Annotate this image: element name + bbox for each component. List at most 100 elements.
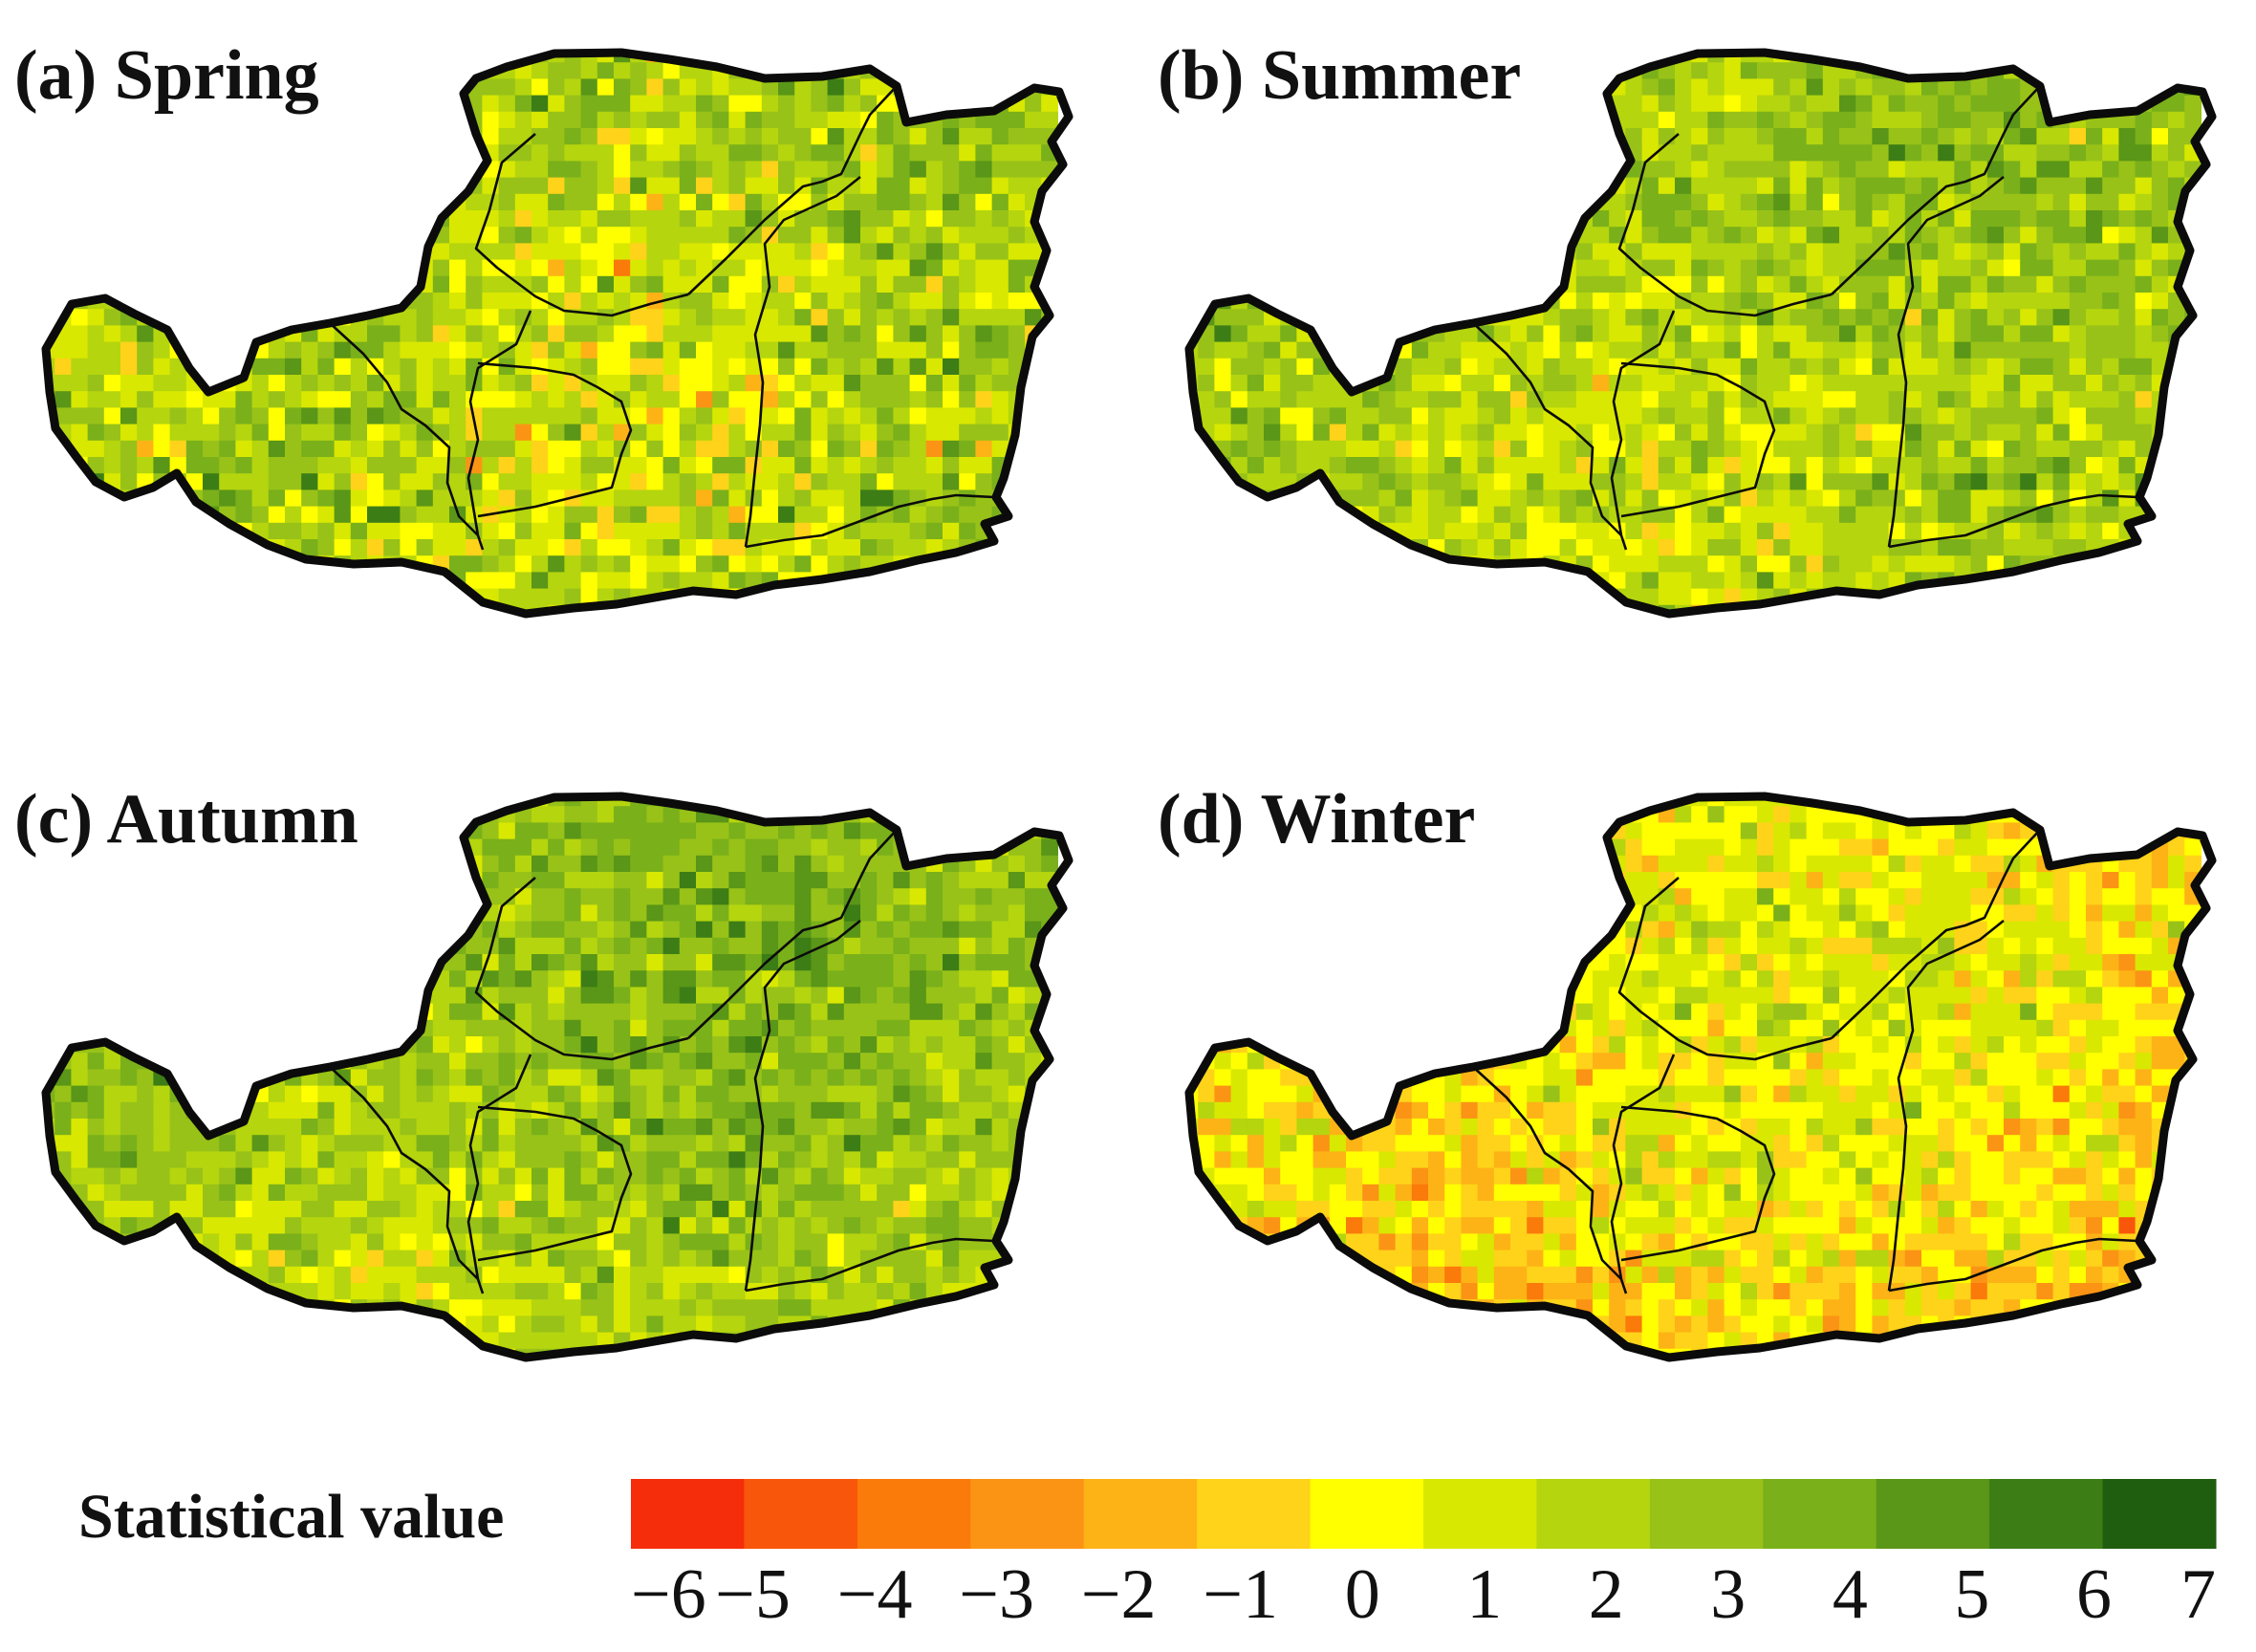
grid-cell xyxy=(432,95,450,113)
grid-cell xyxy=(400,341,418,359)
grid-cell xyxy=(1346,424,1363,442)
grid-cell xyxy=(2086,193,2103,211)
grid-cell xyxy=(548,325,565,343)
grid-cell xyxy=(548,62,565,79)
grid-cell xyxy=(46,954,55,971)
grid-cell xyxy=(1543,489,1561,508)
grid-cell xyxy=(564,440,582,458)
grid-cell xyxy=(334,341,352,359)
grid-cell xyxy=(761,904,779,923)
grid-cell xyxy=(943,341,960,359)
grid-cell xyxy=(1970,259,1988,277)
grid-cell xyxy=(317,53,336,63)
grid-cell xyxy=(1757,259,1774,277)
grid-cell xyxy=(794,539,812,556)
grid-cell xyxy=(1189,572,1199,590)
grid-cell xyxy=(54,555,72,573)
grid-cell xyxy=(1707,391,1725,408)
grid-cell xyxy=(482,555,500,573)
grid-cell xyxy=(103,904,121,923)
grid-cell xyxy=(860,440,878,458)
grid-cell xyxy=(1312,210,1331,228)
grid-cell xyxy=(1493,227,1511,244)
grid-cell xyxy=(2118,358,2137,376)
grid-cell xyxy=(1691,144,1708,162)
grid-cell xyxy=(696,855,713,873)
grid-cell xyxy=(745,838,763,857)
grid-cell xyxy=(827,293,845,310)
grid-cell xyxy=(1543,111,1561,129)
grid-cell xyxy=(120,904,138,923)
grid-cell xyxy=(1189,555,1199,573)
grid-cell xyxy=(827,111,845,129)
grid-cell xyxy=(285,275,302,293)
grid-cell xyxy=(597,144,615,162)
grid-cell xyxy=(367,838,384,857)
grid-cell xyxy=(580,111,598,129)
grid-cell xyxy=(350,489,368,508)
grid-cell xyxy=(1378,489,1397,508)
grid-cell xyxy=(1189,588,1199,606)
grid-cell xyxy=(498,888,516,905)
grid-cell xyxy=(169,293,187,310)
grid-cell xyxy=(466,604,483,614)
grid-cell xyxy=(334,954,352,971)
grid-cell xyxy=(761,796,779,807)
grid-cell xyxy=(761,604,779,614)
grid-cell xyxy=(1559,588,1577,606)
grid-cell xyxy=(1658,588,1676,606)
grid-cell xyxy=(235,161,253,179)
grid-cell xyxy=(301,128,318,145)
grid-cell xyxy=(991,921,1009,939)
grid-cell xyxy=(301,193,318,211)
grid-cell xyxy=(1189,604,1199,614)
grid-cell xyxy=(991,855,1009,873)
grid-cell xyxy=(2102,210,2119,228)
grid-cell xyxy=(1543,177,1561,195)
grid-cell xyxy=(498,275,516,293)
grid-cell xyxy=(2020,227,2037,244)
grid-cell xyxy=(1346,161,1363,179)
grid-cell xyxy=(1658,473,1676,490)
grid-cell xyxy=(103,539,121,556)
grid-cell xyxy=(531,144,549,162)
grid-cell xyxy=(1625,424,1643,442)
grid-cell xyxy=(46,572,55,590)
grid-cell xyxy=(679,95,697,113)
grid-cell xyxy=(2118,161,2137,179)
grid-cell xyxy=(548,473,565,490)
grid-cell xyxy=(2069,473,2087,490)
grid-cell xyxy=(185,888,204,905)
grid-cell xyxy=(580,293,598,310)
grid-cell xyxy=(2020,391,2037,408)
grid-cell xyxy=(137,588,154,606)
grid-cell xyxy=(1428,341,1445,359)
grid-cell xyxy=(728,937,747,955)
grid-cell xyxy=(1559,111,1577,129)
grid-cell xyxy=(646,539,664,556)
grid-cell xyxy=(564,838,582,857)
grid-cell xyxy=(317,210,336,228)
grid-cell xyxy=(1790,128,1808,145)
grid-cell xyxy=(350,954,368,971)
grid-cell xyxy=(1675,161,1692,179)
grid-cell xyxy=(909,53,927,63)
grid-cell xyxy=(1230,144,1248,162)
grid-cell xyxy=(1740,539,1758,556)
grid-cell xyxy=(1641,144,1659,162)
grid-cell xyxy=(169,407,187,425)
grid-cell xyxy=(1986,489,2005,508)
grid-cell xyxy=(285,161,302,179)
grid-cell xyxy=(120,243,138,261)
grid-cell xyxy=(1938,243,1955,261)
grid-cell xyxy=(597,457,615,474)
grid-cell xyxy=(350,391,368,408)
grid-cell xyxy=(2036,275,2054,293)
grid-cell xyxy=(811,555,829,573)
grid-cell xyxy=(1641,177,1659,195)
grid-cell xyxy=(449,522,466,540)
grid-cell xyxy=(991,375,1009,392)
grid-cell xyxy=(235,177,253,195)
grid-cell xyxy=(383,822,401,840)
grid-cell xyxy=(1527,375,1544,392)
